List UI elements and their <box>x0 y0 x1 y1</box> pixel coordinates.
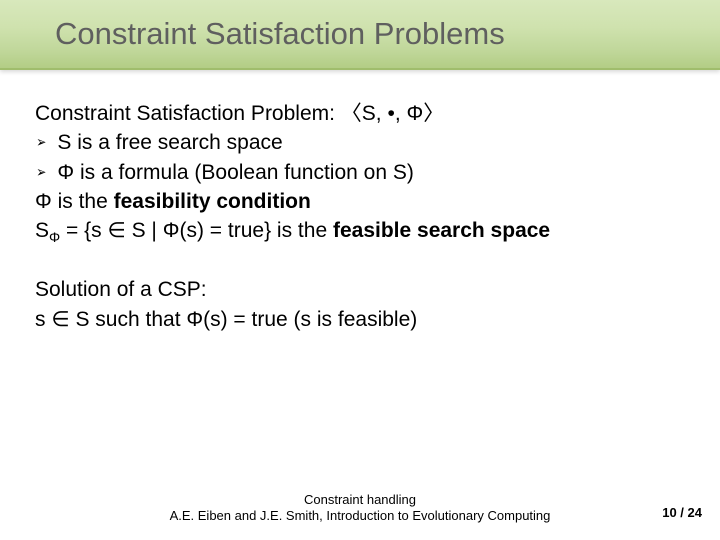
slide-body: Constraint Satisfaction Problem: 〈S, •, … <box>0 70 720 334</box>
footer-line1: Constraint handling <box>0 492 720 508</box>
title-bar: Constraint Satisfaction Problems <box>0 0 720 70</box>
line-feasible-space: SΦ = {s ∈ S | Φ(s) = true} is the feasib… <box>35 217 685 247</box>
spacer <box>35 248 685 276</box>
page-total: 24 <box>688 505 702 520</box>
line-formula: Φ is a formula (Boolean function on S) <box>35 159 685 187</box>
text-sol-hdr: Solution of a CSP: <box>35 278 207 301</box>
text-sol: s ∈ S such that Φ(s) = true (s is feasib… <box>35 308 417 331</box>
page-sep: / <box>677 505 688 520</box>
footer-center: Constraint handling A.E. Eiben and J.E. … <box>0 492 720 525</box>
text-feas-b: feasibility condition <box>114 190 311 213</box>
page-number: 10 / 24 <box>662 505 702 520</box>
text-sphi-sub: Φ <box>49 230 60 246</box>
line-csp-def: Constraint Satisfaction Problem: 〈S, •, … <box>35 100 685 128</box>
text-free-space: S is a free search space <box>57 131 282 154</box>
text-sphi-a: S <box>35 219 49 242</box>
text-sphi-b: = {s ∈ S | Φ(s) = true} is the <box>60 219 333 242</box>
text-feas-a: Φ is the <box>35 190 114 213</box>
text-csp-def: Constraint Satisfaction Problem: 〈S, •, … <box>35 102 444 125</box>
footer-line2: A.E. Eiben and J.E. Smith, Introduction … <box>0 508 720 524</box>
text-formula: Φ is a formula (Boolean function on S) <box>57 161 413 184</box>
page-current: 10 <box>662 505 676 520</box>
text-sphi-c: feasible search space <box>333 219 550 242</box>
line-solution-hdr: Solution of a CSP: <box>35 276 685 304</box>
line-feasibility: Φ is the feasibility condition <box>35 188 685 216</box>
line-free-space: S is a free search space <box>35 129 685 157</box>
line-solution: s ∈ S such that Φ(s) = true (s is feasib… <box>35 306 685 334</box>
slide-title: Constraint Satisfaction Problems <box>55 16 505 52</box>
